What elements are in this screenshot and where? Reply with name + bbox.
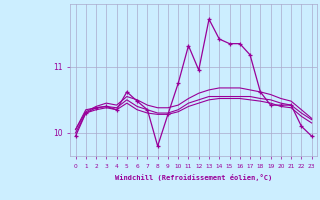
X-axis label: Windchill (Refroidissement éolien,°C): Windchill (Refroidissement éolien,°C) [115,174,272,181]
